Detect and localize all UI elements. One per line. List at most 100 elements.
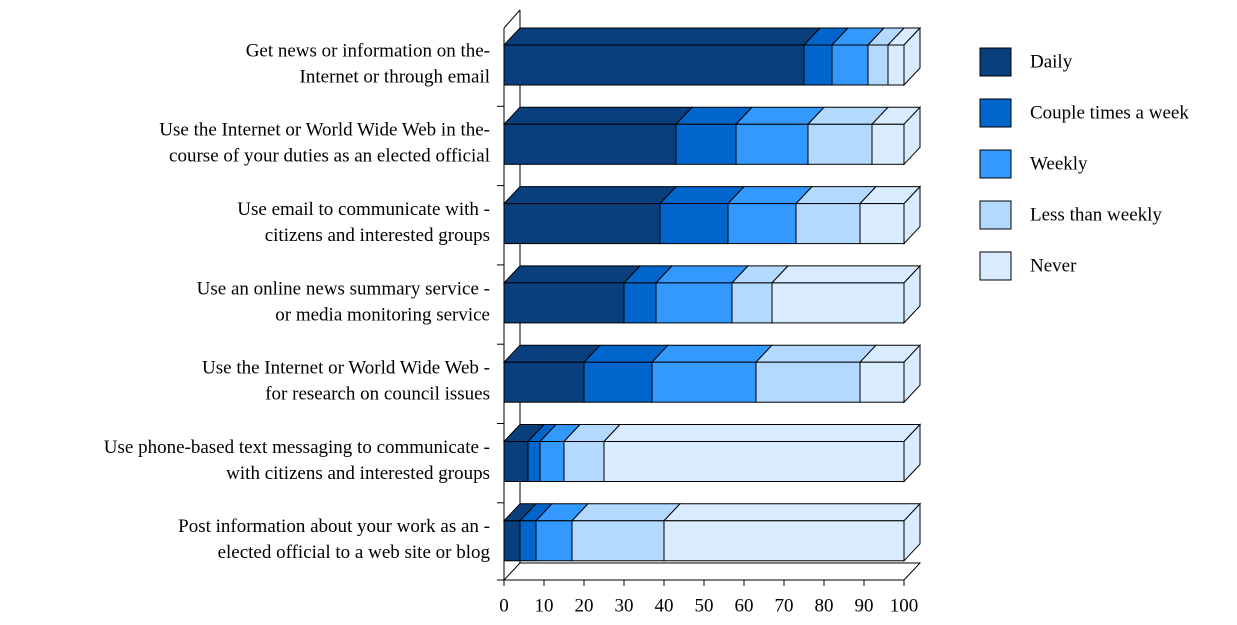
x-tick-label: 70 (775, 595, 794, 616)
y-tick-label: Use phone-based text messaging to commun… (104, 437, 490, 458)
bar-side (903, 185, 921, 245)
bar (727, 203, 797, 245)
legend-label: Couple times a week (1030, 102, 1189, 123)
bar (503, 282, 625, 324)
y-tick-label: with citizens and interested groups (226, 463, 490, 484)
legend-label: Daily (1030, 51, 1073, 72)
x-tick-label: 30 (615, 595, 634, 616)
bar (655, 282, 733, 324)
bar (503, 44, 805, 86)
legend-label: Never (1030, 255, 1077, 276)
bar (859, 361, 905, 403)
bar (803, 44, 833, 86)
bar-segment (730, 265, 790, 324)
bar-segment (562, 424, 622, 482)
y-tick-label: course of your duties as an elected offi… (169, 146, 490, 167)
bar (623, 282, 657, 324)
bar-segment (502, 27, 822, 86)
bar (571, 520, 665, 562)
bar-segment (502, 106, 694, 165)
bar (583, 361, 653, 403)
bar (603, 441, 905, 482)
bar-top (650, 344, 774, 363)
bar-segment (858, 343, 922, 404)
x-tick-label: 10 (535, 595, 554, 616)
legend-swatch (979, 47, 1012, 77)
legend-label: Weekly (1030, 153, 1088, 174)
bar-segment (770, 264, 922, 325)
bar (831, 44, 869, 86)
bar-side (903, 264, 921, 325)
bar (807, 123, 873, 165)
bar-segment (858, 185, 922, 245)
bar-top (502, 27, 822, 46)
bar (735, 123, 809, 165)
bar (527, 441, 541, 482)
bar (795, 203, 861, 245)
bar (535, 520, 573, 562)
bar (503, 361, 585, 403)
bar (503, 441, 529, 482)
bar-top (602, 424, 922, 442)
bar (663, 520, 905, 562)
x-tick-label: 80 (815, 595, 834, 616)
bar-segment (502, 186, 678, 245)
legend-swatch (979, 200, 1012, 230)
bar-segment (570, 503, 682, 562)
bar-segment (538, 424, 582, 482)
y-tick-label: for research on council issues (265, 384, 490, 405)
bar (887, 44, 905, 86)
bar-segment (674, 106, 754, 165)
bar-segment (502, 265, 642, 324)
y-tick-label: citizens and interested groups (265, 225, 490, 246)
bar-segment (734, 106, 826, 165)
bar-side (903, 26, 921, 87)
y-tick-label: Post information about your work as an - (178, 516, 490, 537)
bar-side (903, 343, 921, 404)
bar (519, 520, 537, 562)
x-tick-label: 100 (890, 595, 919, 616)
bar-segment (726, 186, 814, 245)
bar (503, 123, 677, 165)
bar-top (754, 344, 878, 363)
bar-segment (502, 424, 546, 482)
bar (539, 441, 565, 482)
bar-top (502, 106, 694, 125)
x-tick-label: 20 (575, 595, 594, 616)
bar-segment (650, 344, 774, 403)
x-tick-label: 60 (735, 595, 754, 616)
legend-label: Less than weekly (1030, 204, 1162, 225)
x-tick-label: 50 (695, 595, 714, 616)
y-tick-label: Use the Internet or World Wide Web in th… (159, 120, 490, 141)
x-tick-label: 40 (655, 595, 674, 616)
bar-segment (866, 27, 906, 86)
bar-top (502, 186, 678, 205)
x-tick-label: 0 (499, 595, 509, 616)
bar-side (903, 423, 921, 483)
bar-segment (870, 106, 922, 166)
bar-top (662, 503, 922, 522)
legend-swatch (979, 98, 1012, 128)
bar (503, 520, 521, 562)
bar (503, 203, 661, 245)
bar (871, 123, 905, 165)
bar-segment (502, 344, 602, 403)
bar-segment (886, 26, 922, 87)
bar-side (903, 502, 921, 563)
y-tick-label: Use the Internet or World Wide Web - (202, 358, 490, 379)
bar-segment (654, 265, 750, 324)
bar (755, 361, 861, 403)
legend-swatch (979, 251, 1012, 281)
y-tick-label: Use email to communicate with - (237, 199, 490, 220)
y-tick-label: Get news or information on the- (246, 40, 490, 61)
y-tick-label: Internet or through email (300, 66, 490, 87)
bar-top (770, 265, 922, 284)
bar-top (502, 265, 642, 284)
bar (675, 123, 737, 165)
bar (867, 44, 889, 86)
y-tick-label: or media monitoring service (275, 304, 490, 325)
bar-segment (754, 344, 878, 403)
bar-top (502, 344, 602, 363)
bar-top (570, 503, 682, 522)
bar-segment (502, 503, 538, 562)
